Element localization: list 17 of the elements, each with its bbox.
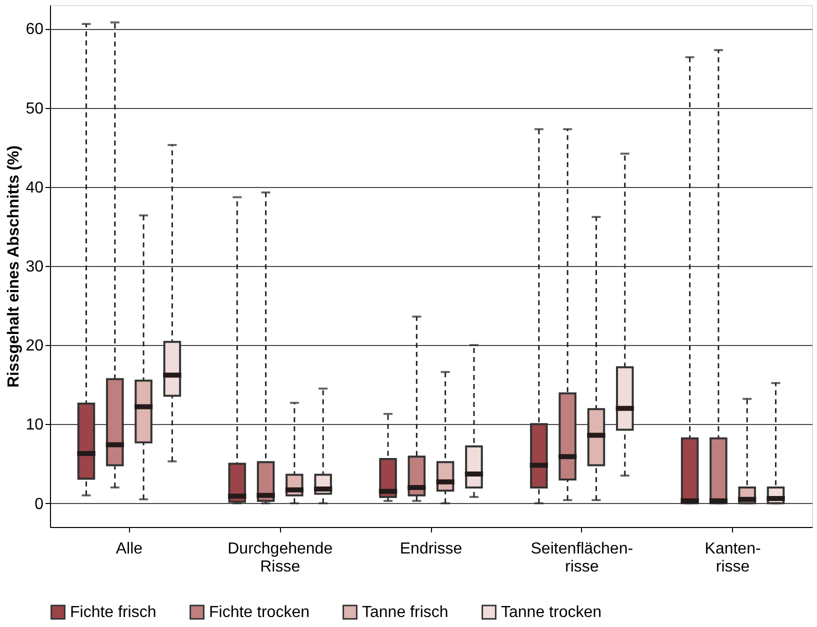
legend-label: Tanne trocken (501, 604, 602, 622)
y-tick-label: 0 (34, 496, 44, 513)
x-tick-label: Kanten- risse (704, 540, 761, 576)
x-tick-label: Endrisse (400, 540, 462, 558)
y-tick-label: 60 (26, 21, 44, 38)
legend-label: Fichte frisch (70, 604, 156, 622)
y-tick-label: 40 (26, 179, 44, 196)
y-tick-label: 10 (26, 416, 44, 434)
y-tick-label: 30 (26, 258, 44, 276)
legend-label: Fichte trocken (209, 604, 310, 622)
x-tick-label: Durchgehende Risse (228, 540, 333, 576)
x-tick-label: Alle (116, 540, 143, 558)
y-tick-label: 20 (26, 338, 44, 355)
y-tick-label: 50 (26, 100, 44, 118)
legend-label: Tanne frisch (362, 604, 448, 622)
x-tick-label: Seitenflächen- risse (530, 540, 634, 576)
y-axis-title: Rissgehalt eines Abschnitts (%) (6, 145, 23, 388)
